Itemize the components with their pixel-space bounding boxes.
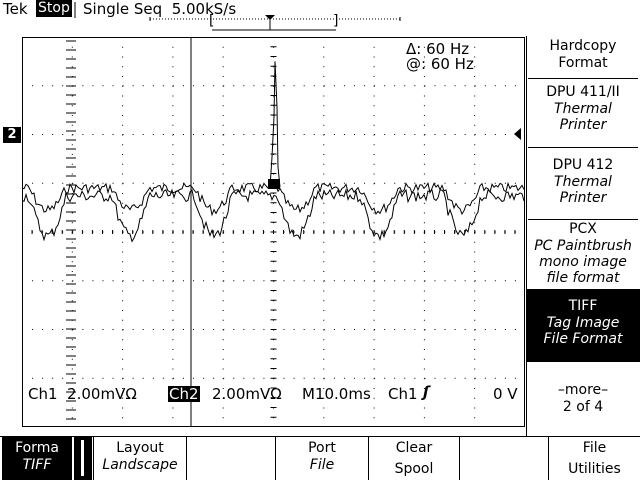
side-option-dpu412[interactable]: DPU 412 Thermal Printer	[552, 157, 614, 206]
cursor-at-readout: @: 60 Hz	[406, 55, 474, 73]
format-button[interactable]: Forma TIFF	[2, 436, 72, 480]
top-status-bar: Tek Stop Single Seq 5.00kS/s [ ]	[0, 0, 640, 36]
bottom-menu: Forma TIFF Layout Landscape Port File Cl…	[0, 436, 640, 480]
trigger-t-icon	[268, 179, 280, 189]
side-option-pcx[interactable]: PCX PC Paintbrush mono image file format	[534, 221, 632, 286]
ch2-trace	[22, 188, 525, 243]
empty-button-3[interactable]	[187, 436, 275, 480]
format-scroll-indicator	[74, 436, 92, 480]
side-option-tiff[interactable]: TIFF Tag Image File Format	[526, 289, 640, 362]
side-more-button[interactable]: –more– 2 of 4	[557, 382, 609, 415]
trigger-source-readout: Ch1	[388, 385, 418, 403]
ch2-ground-marker: 2	[3, 127, 21, 143]
clear-spool-button[interactable]: Clear Spool	[394, 440, 434, 477]
timebase-readout: M10.0ms	[302, 385, 371, 403]
svg-text:]: ]	[333, 13, 338, 29]
side-menu-title: Hardcopy Format	[549, 38, 617, 71]
record-view-indicator: [ ]	[74, 2, 401, 31]
ch2-label: Ch2	[168, 385, 200, 403]
trigger-level-icon	[514, 128, 521, 140]
trigger-position-icon	[265, 15, 275, 20]
side-menu: Hardcopy Format DPU 411/II Thermal Print…	[526, 36, 640, 436]
file-utilities-button[interactable]: File Utilities	[568, 440, 621, 477]
port-button[interactable]: Port File	[308, 440, 336, 473]
acquisition-readout: Single Seq 5.00kS/s	[83, 0, 237, 18]
trigger-spike	[269, 61, 281, 188]
ch2-scale-readout: 2.00mVΩ	[212, 385, 282, 403]
run-state-badge: Stop	[36, 0, 72, 17]
waveform-display[interactable]	[22, 37, 525, 427]
layout-button[interactable]: Layout Landscape	[102, 440, 178, 473]
cursor-delta-readout: Δ: 60 Hz	[406, 40, 470, 58]
trigger-slope-icon: ʃ	[423, 383, 430, 401]
svg-text:[: [	[209, 13, 214, 29]
empty-button-6[interactable]	[460, 436, 548, 480]
ch1-scale-readout: Ch1 2.00mVΩ	[28, 385, 137, 403]
brand-label: Tek	[3, 0, 28, 18]
side-option-dpu411[interactable]: DPU 411/II Thermal Printer	[546, 84, 620, 133]
trigger-level-readout: 0 V	[493, 385, 518, 403]
